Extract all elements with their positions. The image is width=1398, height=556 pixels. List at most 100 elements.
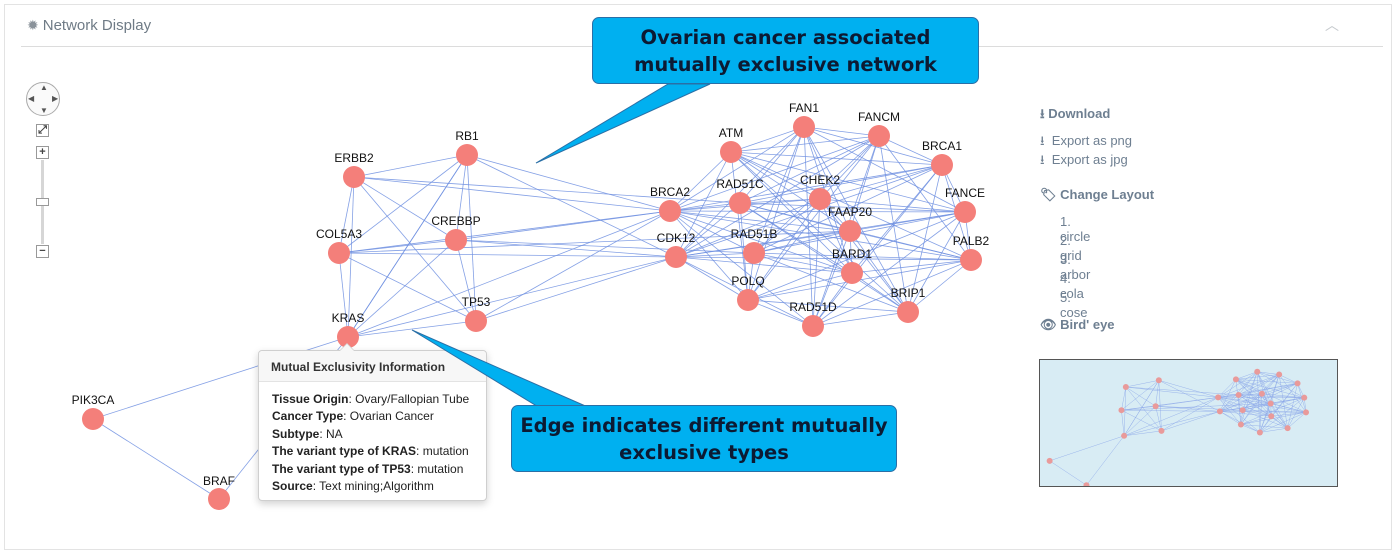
network-edge[interactable] xyxy=(347,176,355,338)
network-edge[interactable] xyxy=(753,126,805,254)
network-edge[interactable] xyxy=(353,154,468,178)
network-edge[interactable] xyxy=(730,151,972,261)
network-edge[interactable] xyxy=(675,252,755,258)
network-edge[interactable] xyxy=(475,210,671,322)
network-edge[interactable] xyxy=(739,202,909,313)
network-edge[interactable] xyxy=(669,151,732,212)
network-edge[interactable] xyxy=(803,126,943,166)
chevron-up-icon[interactable]: ︿ xyxy=(1325,17,1339,33)
network-edge[interactable] xyxy=(803,126,909,313)
network-edge[interactable] xyxy=(730,126,805,153)
network-node[interactable] xyxy=(737,289,759,311)
network-edge[interactable] xyxy=(455,239,477,322)
network-edge[interactable] xyxy=(353,176,671,212)
network-edge[interactable] xyxy=(466,154,671,212)
network-node[interactable] xyxy=(841,262,863,284)
network-node[interactable] xyxy=(839,220,861,242)
network-edge[interactable] xyxy=(338,176,355,254)
network-edge[interactable] xyxy=(675,230,851,258)
network-edge[interactable] xyxy=(353,176,477,322)
network-edge[interactable] xyxy=(730,151,853,274)
network-edge[interactable] xyxy=(753,252,853,274)
network-edge[interactable] xyxy=(851,259,972,274)
network-edge[interactable] xyxy=(907,164,943,313)
network-edge[interactable] xyxy=(675,202,741,258)
network-edge[interactable] xyxy=(675,198,821,258)
pan-icon[interactable]: ▲ ▼ ◀ ▶ xyxy=(26,82,60,116)
network-edge[interactable] xyxy=(338,230,851,254)
network-edge[interactable] xyxy=(849,230,909,313)
network-node[interactable] xyxy=(743,242,765,264)
network-edge[interactable] xyxy=(669,210,755,254)
network-edge[interactable] xyxy=(730,151,749,301)
network-edge[interactable] xyxy=(747,135,880,301)
network-node[interactable] xyxy=(897,301,919,323)
network-edge[interactable] xyxy=(819,198,853,274)
zoom-slider-handle[interactable] xyxy=(36,198,49,206)
network-edge[interactable] xyxy=(803,126,880,137)
network-edge[interactable] xyxy=(347,320,477,338)
network-edge[interactable] xyxy=(455,239,677,258)
network-edge[interactable] xyxy=(747,126,805,301)
network-edge[interactable] xyxy=(819,135,880,200)
network-node[interactable] xyxy=(445,229,467,251)
network-edge[interactable] xyxy=(730,151,821,200)
network-edge[interactable] xyxy=(851,272,909,313)
network-edge[interactable] xyxy=(803,126,851,232)
network-edge[interactable] xyxy=(878,135,972,261)
network-edge[interactable] xyxy=(675,164,943,258)
network-node[interactable] xyxy=(659,200,681,222)
network-edge[interactable] xyxy=(753,230,851,254)
network-edge[interactable] xyxy=(675,256,749,301)
network-edge[interactable] xyxy=(819,198,909,313)
network-edge[interactable] xyxy=(730,151,943,166)
network-edge[interactable] xyxy=(819,164,943,200)
network-edge[interactable] xyxy=(669,210,966,213)
network-edge[interactable] xyxy=(347,210,671,338)
fit-icon[interactable]: ⤢ xyxy=(36,124,49,137)
network-edge[interactable] xyxy=(907,259,972,313)
network-edge[interactable] xyxy=(338,210,671,254)
network-edge[interactable] xyxy=(475,256,677,322)
zoom-out-icon[interactable]: − xyxy=(36,245,49,258)
network-node[interactable] xyxy=(720,141,742,163)
network-edge[interactable] xyxy=(747,272,853,301)
layout-option[interactable]: 4. cola xyxy=(1060,271,1084,301)
network-edge[interactable] xyxy=(747,299,909,313)
network-node[interactable] xyxy=(931,154,953,176)
network-edge[interactable] xyxy=(907,211,966,313)
network-node[interactable] xyxy=(809,188,831,210)
network-edge[interactable] xyxy=(753,252,972,261)
network-node[interactable] xyxy=(665,246,687,268)
layout-option[interactable]: 2. grid xyxy=(1060,233,1082,263)
network-edge[interactable] xyxy=(347,154,468,338)
export-png-link[interactable]: ⭳ Export as png xyxy=(1040,133,1133,148)
network-node[interactable] xyxy=(456,144,478,166)
layout-option[interactable]: 3. arbor xyxy=(1060,252,1091,282)
network-edge[interactable] xyxy=(739,198,821,204)
network-edge[interactable] xyxy=(812,164,943,327)
network-edge[interactable] xyxy=(338,154,468,254)
network-node[interactable] xyxy=(82,408,104,430)
network-edge[interactable] xyxy=(675,151,732,258)
network-node[interactable] xyxy=(793,116,815,138)
network-node[interactable] xyxy=(868,125,890,147)
network-node[interactable] xyxy=(729,192,751,214)
network-edge[interactable] xyxy=(739,164,943,204)
network-node[interactable] xyxy=(954,201,976,223)
network-edge[interactable] xyxy=(338,252,477,322)
network-edge[interactable] xyxy=(669,210,851,232)
network-edge[interactable] xyxy=(739,135,880,204)
network-edge[interactable] xyxy=(753,252,909,313)
network-node[interactable] xyxy=(802,315,824,337)
network-node[interactable] xyxy=(960,249,982,271)
network-edge[interactable] xyxy=(669,135,880,212)
network-edge[interactable] xyxy=(849,230,972,261)
network-edge[interactable] xyxy=(353,176,741,204)
network-edge[interactable] xyxy=(849,135,880,232)
network-edge[interactable] xyxy=(338,252,677,258)
network-edge[interactable] xyxy=(812,311,909,327)
network-edge[interactable] xyxy=(347,256,677,338)
network-edge[interactable] xyxy=(455,154,468,241)
